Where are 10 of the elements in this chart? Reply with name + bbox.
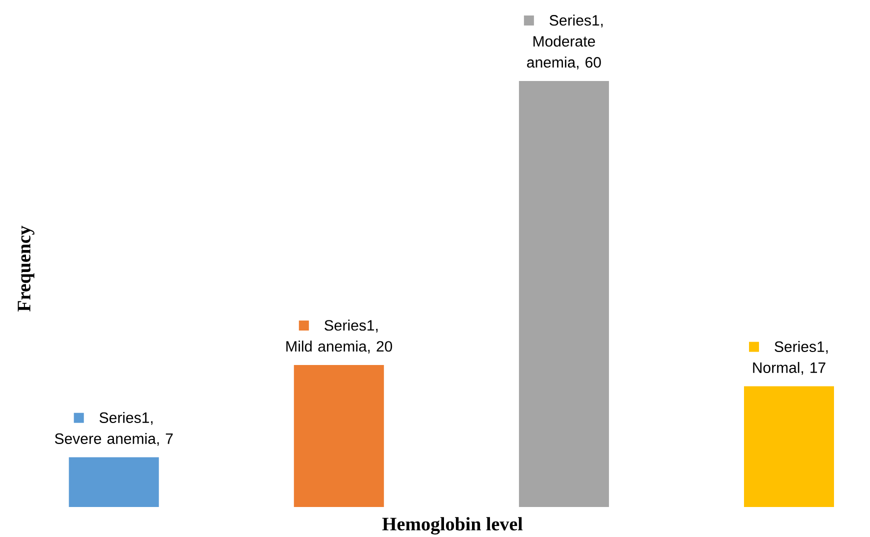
x-axis-title: Hemoglobin level [382,517,523,534]
bar [294,364,384,507]
data-label: Series1, Normal, 17 [753,340,828,375]
bar [68,457,159,507]
data-label: Series1, Moderate anemia, 60 [527,14,603,70]
data-label: Series1, Mild anemia, 20 [286,320,392,354]
y-axis-title: Frequency [18,226,34,312]
data-label: Series1, Severe anemia, 7 [54,412,173,446]
bar [518,80,609,507]
bar [744,386,834,507]
